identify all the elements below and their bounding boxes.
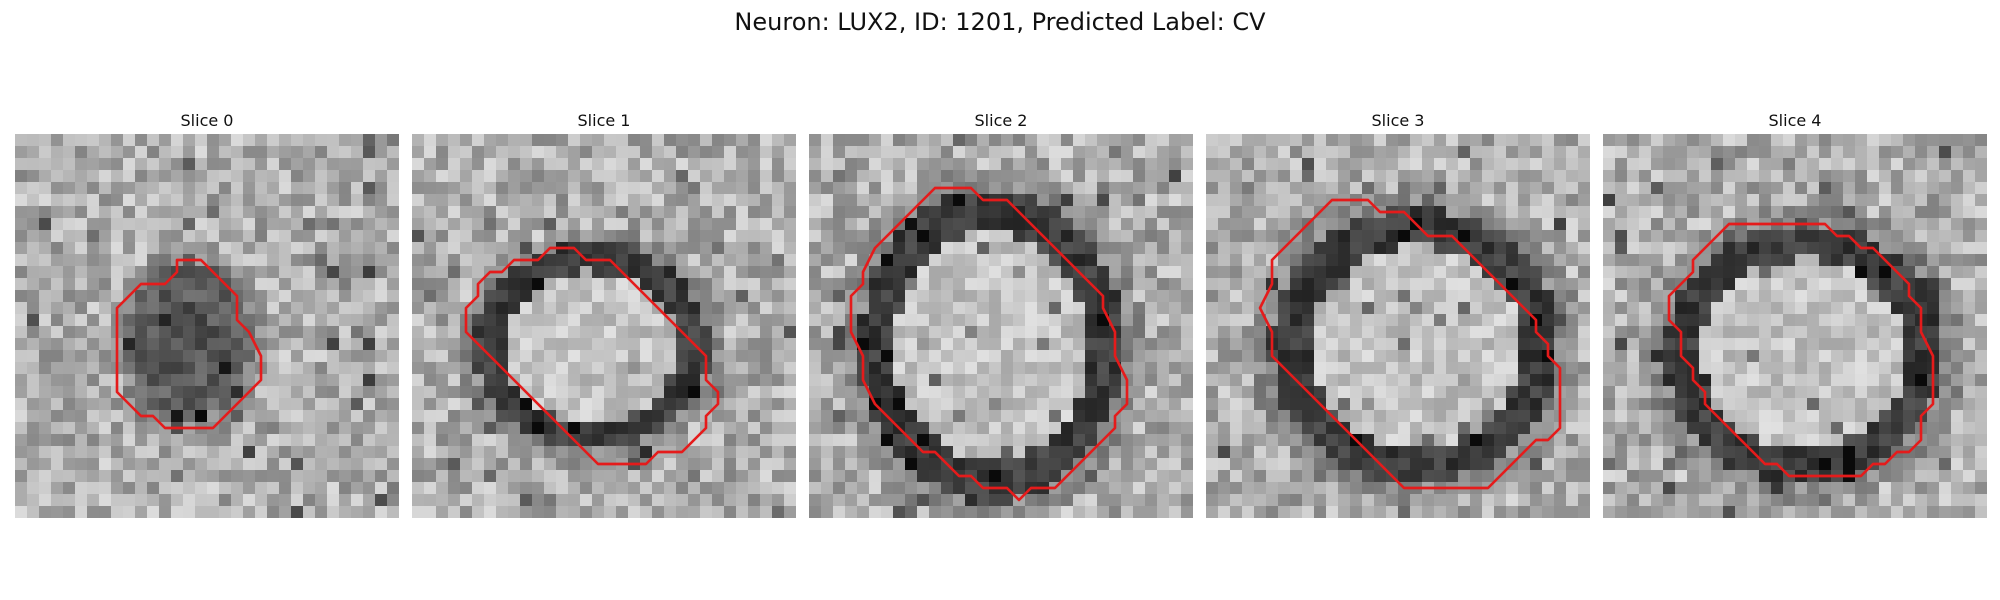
slice-title: Slice 0 xyxy=(180,111,234,130)
slice-image xyxy=(809,134,1193,518)
slice-panel-3: Slice 3 xyxy=(1206,108,1590,518)
slice-grayscale-image xyxy=(15,134,399,518)
contour-line xyxy=(1667,222,1935,478)
slice-title: Slice 1 xyxy=(577,111,631,130)
contour-line xyxy=(115,258,263,430)
contour-line xyxy=(1258,198,1562,490)
contour-overlay xyxy=(1258,198,1562,490)
slice-grayscale-image xyxy=(412,134,796,518)
contour-overlay xyxy=(849,186,1129,502)
contour-overlay xyxy=(1667,222,1935,478)
figure-title: Neuron: LUX2, ID: 1201, Predicted Label:… xyxy=(734,8,1266,36)
slice-title: Slice 4 xyxy=(1768,111,1822,130)
slice-title: Slice 3 xyxy=(1371,111,1425,130)
slice-panel-0: Slice 0 xyxy=(15,108,399,518)
contour-overlay xyxy=(464,246,720,466)
slice-title: Slice 2 xyxy=(974,111,1028,130)
slice-image xyxy=(15,134,399,518)
slice-image xyxy=(1603,134,1987,518)
slice-grayscale-image xyxy=(1603,134,1987,518)
slice-image xyxy=(412,134,796,518)
contour-overlay xyxy=(115,258,263,430)
slice-grayscale-image xyxy=(809,134,1193,518)
contour-line xyxy=(464,246,720,466)
slice-panel-2: Slice 2 xyxy=(809,108,1193,518)
contour-line xyxy=(849,186,1129,502)
slice-panel-4: Slice 4 xyxy=(1603,108,1987,518)
slice-image xyxy=(1206,134,1590,518)
slice-panel-1: Slice 1 xyxy=(412,108,796,518)
